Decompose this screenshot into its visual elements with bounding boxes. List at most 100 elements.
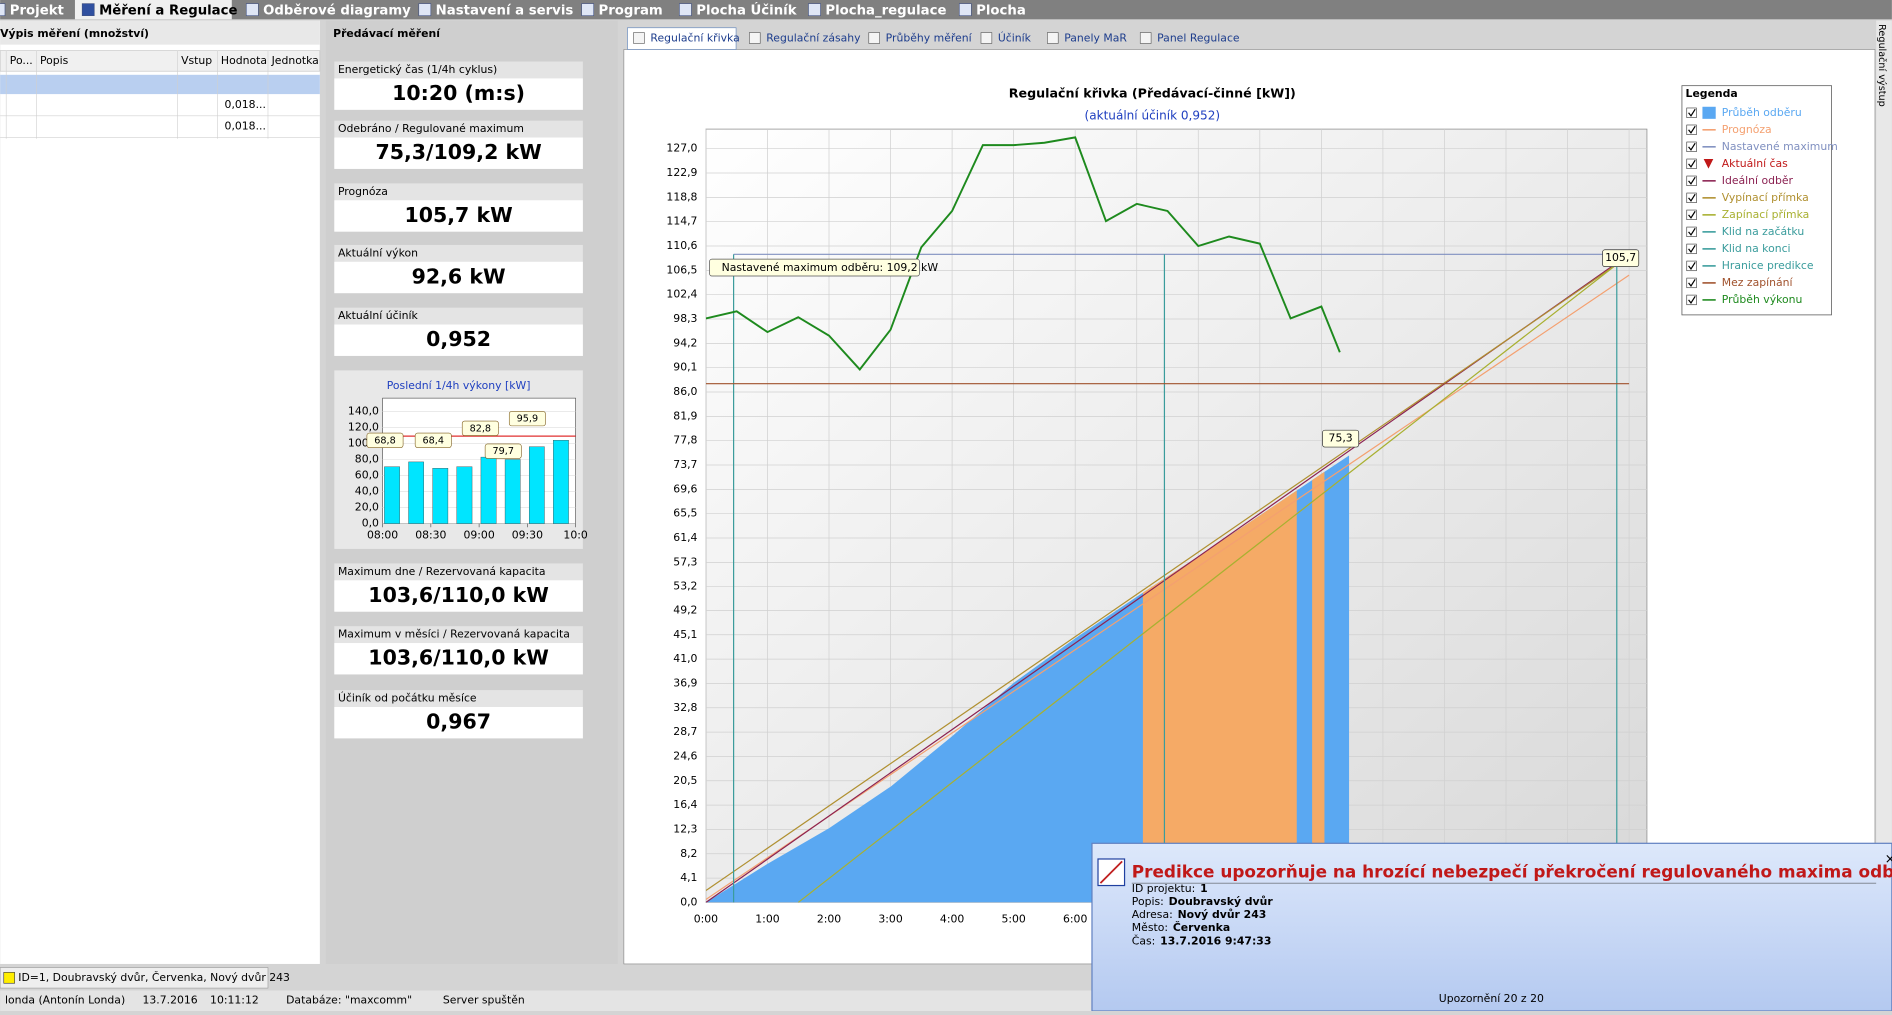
menu-item[interactable]: Plocha [976,3,1026,18]
y-tick-label: 12,3 [673,822,697,835]
legend-checkbox[interactable] [1686,294,1697,306]
menu-item[interactable]: Měření a Regulace [99,2,237,18]
column-header: Popis [40,54,69,67]
tab[interactable]: Průběhy měření [886,32,973,45]
mini-annotation-box [508,411,546,427]
menu-item[interactable]: Plocha_regulace [825,3,946,18]
legend-title: Legenda [1686,87,1738,100]
status-project [0,967,269,989]
cell: 0,018... [225,120,266,133]
x-tick-label: 1:00 [755,912,779,925]
card-value: 105,7 kW [404,203,512,227]
legend-checkbox[interactable] [1686,260,1697,272]
y-tick-label: 49,2 [673,603,697,616]
status-item: 13.7.2016 [143,994,198,1007]
panel-title: Předávací měření [333,27,441,40]
y-tick-label: 28,7 [673,725,697,738]
menu-item[interactable]: Nastavení a servis [436,2,574,18]
card-label: Odebráno / Regulované maximum [338,122,524,135]
menu-icon [245,3,259,16]
side-bar [1876,20,1892,964]
card-value: 0,952 [426,327,491,351]
data-label-box [1322,429,1360,448]
legend-checkbox[interactable] [1686,124,1697,135]
x-tick-label: 5:00 [1001,912,1025,925]
menu-item[interactable]: Odběrové diagramy [263,2,411,18]
popup-field-value: Nový dvůr 243 [1178,908,1267,921]
y-tick-label: 127,0 [666,142,697,155]
legend-checkbox[interactable] [1686,158,1697,169]
legend-checkbox[interactable] [1686,192,1697,203]
menu-item[interactable]: Program [599,3,663,18]
mini-bar [553,440,569,524]
y-tick-label: 32,8 [673,701,697,714]
menu-item[interactable]: Projekt [10,3,65,18]
legend-label: Klid na konci [1722,242,1791,255]
line [705,263,1618,892]
mini-bar [384,466,400,524]
legend-label: Zapínací přímka [1722,208,1810,221]
legend-check [1688,159,1696,168]
data-label: 75,3 [1329,432,1353,445]
tab-active[interactable] [627,27,737,50]
menu-item[interactable]: Plocha Účiník [696,0,797,18]
legend-check [1688,295,1696,304]
menu-item-active[interactable] [74,0,232,20]
menu-bar [0,0,1892,20]
legend-check [1688,125,1696,134]
y-tick-label: 118,8 [666,190,697,203]
legend-label: Nastavené maximum [1722,140,1838,153]
legend-checkbox[interactable] [1686,209,1697,220]
legend-checkbox[interactable] [1686,141,1697,152]
tab[interactable]: Panely MaR [1064,32,1127,45]
mini-x-tick-label: 09:30 [512,529,543,542]
legend-checkbox[interactable] [1686,226,1697,238]
line [705,136,1341,371]
chart-subtitle: (aktuální účiník 0,952) [1085,108,1221,122]
y-tick-label: 20,5 [673,774,697,787]
y-tick-label: 41,0 [673,652,697,665]
mini-y-tick-label: 60,0 [355,469,379,482]
x-tick-label: 3:00 [878,912,902,925]
cell: 0,018... [225,98,266,111]
mini-annotation-box [414,432,452,448]
menu-icon [808,3,821,16]
mini-x-tick-label: 09:00 [463,529,494,542]
card-label: Maximum dne / Rezervovaná kapacita [338,565,546,578]
legend-checkbox[interactable] [1686,175,1697,186]
y-tick-label: 110,6 [666,239,697,252]
y-tick-label: 24,6 [673,749,697,762]
card-value: 0,967 [426,710,491,734]
y-tick-label: 102,4 [666,288,697,301]
legend [1681,85,1832,316]
legend-check [1688,227,1696,236]
card-value-box [334,261,583,294]
popup-close[interactable]: × [1885,852,1892,867]
y-tick-label: 16,4 [673,798,697,811]
tab[interactable]: Regulační zásahy [766,32,861,45]
y-tick-label: 61,4 [673,531,697,544]
tab[interactable]: Účiník [998,32,1032,45]
tab[interactable]: Regulační křivka [650,32,739,45]
card-value-box [334,324,583,356]
card-value-box [334,580,583,612]
y-tick-label: 0,0 [680,895,697,908]
popup-footer[interactable]: Upozornění 20 z 20 [1439,992,1544,1005]
tab[interactable]: Panel Regulace [1157,32,1240,45]
mini-annotation: 82,8 [470,423,491,434]
legend-checkbox[interactable] [1686,277,1697,289]
card-value-box [334,643,583,675]
tab-icon [749,32,761,44]
y-tick-label: 36,9 [673,676,697,689]
mini-title: Poslední 1/4h výkony [kW] [387,379,531,392]
card-value: 103,6/110,0 kW [368,646,549,670]
legend-check [1688,210,1696,219]
y-tick-label: 122,9 [666,166,697,179]
legend-checkbox[interactable] [1686,107,1697,118]
legend-checkbox[interactable] [1686,243,1697,255]
mini-x-tick-label: 10:0 [563,529,587,542]
popup-field-value: 1 [1200,882,1208,895]
chart-title: Regulační křivka (Předávací-činné [kW]) [1009,86,1296,101]
y-tick-label: 94,2 [673,336,697,349]
